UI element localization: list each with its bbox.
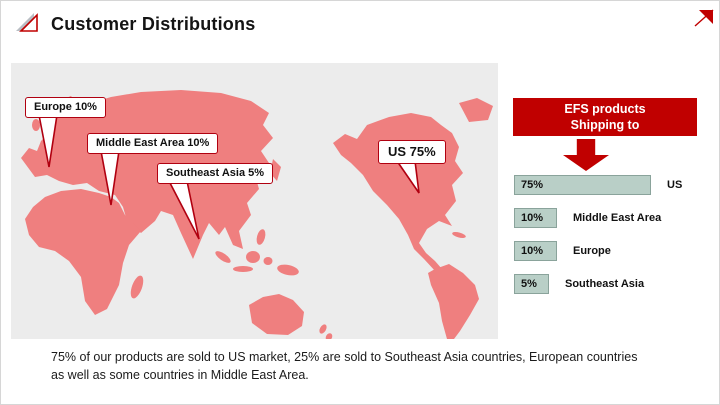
island-borneo <box>246 251 260 263</box>
callout-southeast-asia: Southeast Asia 5% <box>157 163 274 185</box>
continent-south-america <box>428 264 479 339</box>
callout-tail-southeast-asia <box>167 180 200 240</box>
continent-australia <box>249 294 304 335</box>
island-uk <box>32 119 40 131</box>
shipping-bars: 75% US 10% Middle East Area 10% Europe 5… <box>514 175 714 294</box>
island-new-zealand-north <box>319 324 327 334</box>
bar-us: 75% <box>514 175 651 195</box>
page-title: Customer Distributions <box>51 14 256 34</box>
bar-row-southeast-asia: 5% Southeast Asia <box>514 274 714 294</box>
bar-label: Europe <box>573 245 611 257</box>
bar-label: US <box>667 179 683 191</box>
shipping-header-line1: EFS products <box>564 101 646 116</box>
callout-middle-east: Middle East Area 10% <box>87 133 219 155</box>
logo-icon <box>16 13 38 32</box>
world-map <box>21 90 493 339</box>
bar-southeast-asia: 5% <box>514 274 549 294</box>
island-new-zealand-south <box>325 333 333 339</box>
corner-flag-icon <box>694 9 714 27</box>
bar-label: Middle East Area <box>573 212 662 224</box>
callout-tail-middle-east <box>100 150 120 206</box>
callout-tail-us <box>395 160 420 194</box>
callout-tail-europe <box>38 114 58 168</box>
bar-label: Southeast Asia <box>565 278 645 290</box>
bar-value: 5% <box>521 278 537 290</box>
continent-africa <box>25 189 141 315</box>
callout-europe: Europe 10% <box>25 97 106 119</box>
island-new-guinea <box>277 264 299 276</box>
bar-value: 75% <box>521 179 544 191</box>
island-sumatra <box>215 251 231 263</box>
bar-value: 10% <box>521 212 544 224</box>
bar-row-europe: 10% Europe <box>514 241 714 261</box>
bar-europe: 10% <box>514 241 557 261</box>
island-philippines <box>256 229 266 245</box>
callout-us: US 75% <box>378 140 446 164</box>
down-arrow-icon <box>563 139 609 171</box>
shipping-header: EFS products Shipping to <box>513 98 697 136</box>
island-java <box>233 266 253 272</box>
continent-eurasia <box>21 90 273 259</box>
callout-tails <box>38 114 420 240</box>
bar-middle-east: 10% <box>514 208 557 228</box>
island-cuba <box>452 231 466 239</box>
island-greenland <box>459 98 493 122</box>
bar-row-middle-east: 10% Middle East Area <box>514 208 714 228</box>
world-map-panel: Europe 10% Middle East Area 10% Southeas… <box>11 63 498 339</box>
island-madagascar <box>130 275 144 299</box>
footer-text: 75% of our products are sold to US marke… <box>51 350 638 383</box>
bar-value: 10% <box>521 245 544 257</box>
shipping-header-line2: Shipping to <box>570 118 640 132</box>
island-sulawesi <box>263 257 273 265</box>
bar-row-us: 75% US <box>514 175 714 195</box>
